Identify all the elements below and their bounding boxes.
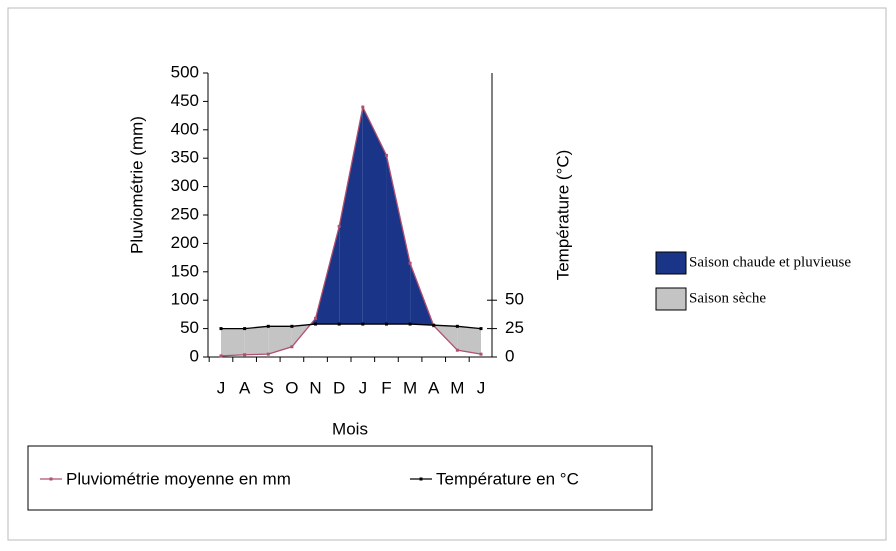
x-tick-label: A — [239, 378, 251, 397]
point — [456, 349, 459, 352]
y2-tick-label: 0 — [505, 346, 514, 365]
x-tick-label: D — [333, 378, 345, 397]
y-axis-title: Pluviométrie (mm) — [127, 116, 146, 254]
point — [361, 106, 364, 109]
x-tick-label: N — [309, 378, 321, 397]
point — [267, 325, 270, 328]
y-tick-label: 450 — [171, 91, 199, 110]
point — [409, 262, 412, 265]
point — [267, 353, 270, 356]
season-area — [221, 329, 245, 356]
y-tick-label: 0 — [190, 346, 199, 365]
x-tick-label: J — [217, 378, 226, 397]
y-tick-label: 350 — [171, 148, 199, 167]
x-tick-label: M — [403, 378, 417, 397]
area-legend-swatch — [656, 252, 686, 274]
legend-marker — [420, 478, 423, 481]
area-legend-label: Saison sèche — [689, 290, 766, 306]
point — [220, 354, 223, 357]
y2-tick-label: 50 — [505, 290, 524, 309]
point — [338, 225, 341, 228]
point — [314, 323, 317, 326]
season-area — [457, 326, 481, 354]
point — [314, 317, 317, 320]
point — [290, 325, 293, 328]
x-tick-label: O — [285, 378, 298, 397]
y-tick-label: 150 — [171, 261, 199, 280]
point — [361, 323, 364, 326]
point — [385, 154, 388, 157]
y-tick-label: 250 — [171, 204, 199, 223]
point — [220, 327, 223, 330]
point — [480, 327, 483, 330]
area-legend-label: Saison chaude et pluvieuse — [689, 254, 851, 270]
y-tick-label: 100 — [171, 290, 199, 309]
y-tick-label: 500 — [171, 62, 199, 81]
x-tick-label: A — [428, 378, 440, 397]
x-tick-label: M — [450, 378, 464, 397]
x-axis-title: Mois — [332, 419, 368, 438]
point — [432, 324, 435, 327]
x-tick-label: J — [477, 378, 486, 397]
legend-label: Température en °C — [436, 469, 579, 488]
legend-marker — [50, 478, 53, 481]
point — [385, 323, 388, 326]
legend-label: Pluviométrie moyenne en mm — [66, 469, 291, 488]
season-area — [245, 326, 269, 354]
y-tick-label: 50 — [180, 318, 199, 337]
x-tick-label: J — [359, 378, 368, 397]
y-tick-label: 200 — [171, 233, 199, 252]
y2-axis-title: Température (°C) — [553, 150, 572, 281]
point — [290, 345, 293, 348]
y2-tick-label: 25 — [505, 318, 524, 337]
point — [243, 353, 246, 356]
point — [243, 327, 246, 330]
point — [456, 325, 459, 328]
point — [480, 353, 483, 356]
area-legend-swatch — [656, 288, 686, 310]
x-tick-label: S — [263, 378, 274, 397]
point — [409, 323, 412, 326]
y-tick-label: 300 — [171, 176, 199, 195]
x-tick-label: F — [381, 378, 391, 397]
point — [338, 323, 341, 326]
y-tick-label: 400 — [171, 119, 199, 138]
